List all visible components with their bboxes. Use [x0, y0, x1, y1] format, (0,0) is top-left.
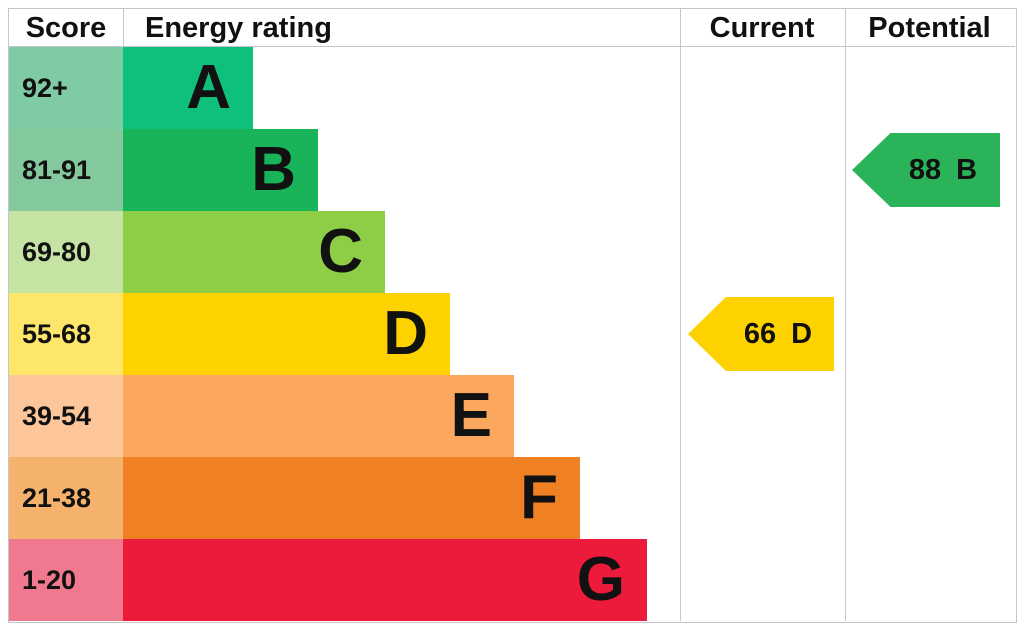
- current-score-value: 66: [743, 317, 777, 350]
- band-letter: C: [318, 217, 363, 286]
- potential-rating-letter: B: [956, 153, 978, 186]
- band-row: 81-91 B: [9, 129, 1015, 211]
- band-letter: B: [251, 135, 296, 204]
- current-column-divider: [680, 8, 681, 621]
- potential-column-header: Potential: [868, 11, 991, 44]
- potential-score-value: 88: [908, 153, 942, 186]
- band-score-range: 69-80: [9, 211, 123, 293]
- band-letter: G: [576, 545, 625, 614]
- band-row: 39-54 E: [9, 375, 1015, 457]
- band-bar: A: [123, 47, 253, 129]
- band-score-range: 1-20: [9, 539, 123, 621]
- band-row: 55-68 D: [9, 293, 1015, 375]
- current-rating-letter: D: [791, 317, 813, 350]
- band-score-range: 92+: [9, 47, 123, 129]
- band-row: 92+ A: [9, 47, 1015, 129]
- band-bar: G: [123, 539, 647, 621]
- score-column-divider: [123, 8, 124, 47]
- band-letter: A: [186, 53, 231, 122]
- band-bar: E: [123, 375, 514, 457]
- band-letter: F: [520, 463, 558, 532]
- band-score-range: 39-54: [9, 375, 123, 457]
- energy-rating-column-header: Energy rating: [145, 11, 332, 44]
- band-row: 69-80 C: [9, 211, 1015, 293]
- band-row: 1-20 G: [9, 539, 1015, 621]
- band-bar: F: [123, 457, 580, 539]
- band-score-range: 55-68: [9, 293, 123, 375]
- potential-column-divider: [845, 8, 846, 621]
- current-column-header: Current: [709, 11, 815, 44]
- band-letter: D: [383, 299, 428, 368]
- band-bar: C: [123, 211, 385, 293]
- band-score-range: 21-38: [9, 457, 123, 539]
- header-divider-line: [8, 46, 1015, 47]
- band-bar: B: [123, 129, 318, 211]
- band-rows: 92+ A 81-91 B 69-80 C 55-68 D 39-54: [9, 47, 1015, 621]
- band-row: 21-38 F: [9, 457, 1015, 539]
- band-score-range: 81-91: [9, 129, 123, 211]
- band-letter: E: [450, 381, 492, 450]
- band-bar: D: [123, 293, 450, 375]
- score-column-header: Score: [25, 11, 107, 44]
- chart-header: Score Energy rating Current Potential: [9, 9, 1015, 47]
